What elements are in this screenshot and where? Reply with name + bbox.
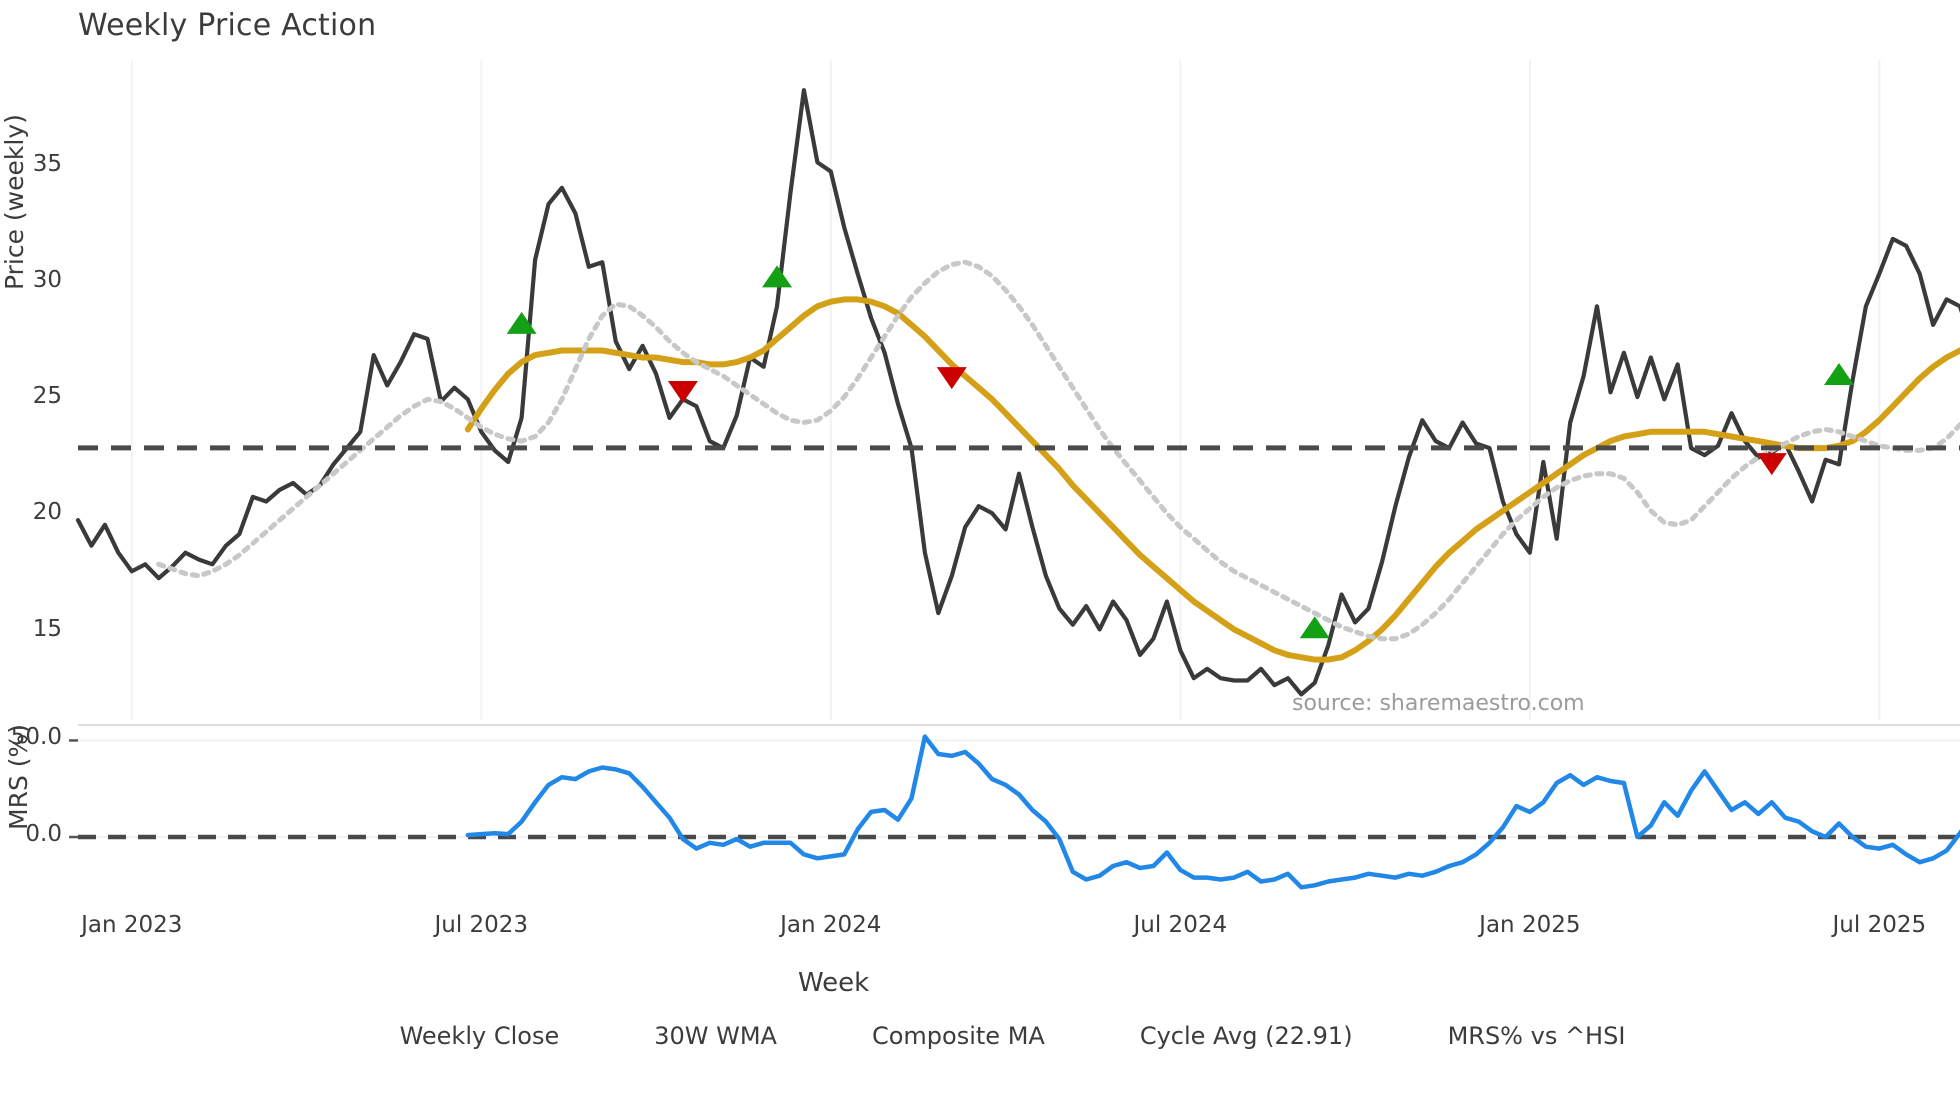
- series-weekly-close: [75, 88, 1960, 697]
- x-tick-label: Jul 2023: [434, 912, 529, 938]
- price-y-tick-label: 20: [32, 499, 62, 526]
- legend-item[interactable]: MRS% vs ^HSI: [1383, 1022, 1626, 1050]
- x-axis-label: Week: [798, 968, 870, 998]
- legend-label: MRS% vs ^HSI: [1447, 1022, 1626, 1050]
- buy-signal-marker: [762, 265, 793, 288]
- legend-item[interactable]: Composite MA: [807, 1022, 1045, 1050]
- x-tick-label: Jan 2024: [780, 912, 882, 938]
- buy-signal-marker: [1299, 616, 1330, 639]
- sell-signal-marker: [936, 367, 967, 390]
- price-y-tick-label: 30: [32, 267, 62, 294]
- mrs-y-tick-label: 0.0: [25, 821, 62, 848]
- price-y-tick-label: 25: [32, 383, 62, 410]
- plot-area: [69, 60, 1960, 890]
- price-y-tick-label: 15: [32, 615, 62, 642]
- chart-legend: Weekly Close 30W WMA Composite MA Cycle Avg…: [0, 1022, 1960, 1050]
- legend-item[interactable]: Weekly Close: [335, 1022, 560, 1050]
- sell-signal-marker: [667, 381, 698, 404]
- legend-label: Composite MA: [871, 1022, 1045, 1050]
- page-title: Weekly Price Action: [78, 8, 377, 43]
- x-tick-label: Jan 2025: [1479, 912, 1581, 938]
- x-tick-label: Jan 2023: [81, 912, 183, 938]
- buy-signal-marker: [1824, 363, 1855, 385]
- price-y-tick-label: 35: [32, 150, 62, 177]
- legend-label: 30W WMA: [654, 1022, 777, 1050]
- legend-item[interactable]: 30W WMA: [589, 1022, 777, 1050]
- x-tick-label: Jul 2024: [1133, 912, 1228, 938]
- buy-signal-marker: [506, 311, 537, 334]
- source-note: source: sharemaestro.com: [1292, 691, 1585, 716]
- series-30w-wma: [464, 296, 1960, 663]
- legend-label: Cycle Avg (22.91): [1139, 1022, 1353, 1050]
- sell-signal-marker: [1756, 453, 1787, 476]
- series-mrs-percent: [465, 734, 1960, 890]
- legend-label: Weekly Close: [399, 1022, 560, 1050]
- legend-item[interactable]: Cycle Avg (22.91): [1075, 1022, 1353, 1050]
- series-composite-ma: [156, 259, 1960, 642]
- mrs-y-tick-label: 50.0: [10, 724, 62, 751]
- x-tick-label: Jul 2025: [1832, 912, 1927, 938]
